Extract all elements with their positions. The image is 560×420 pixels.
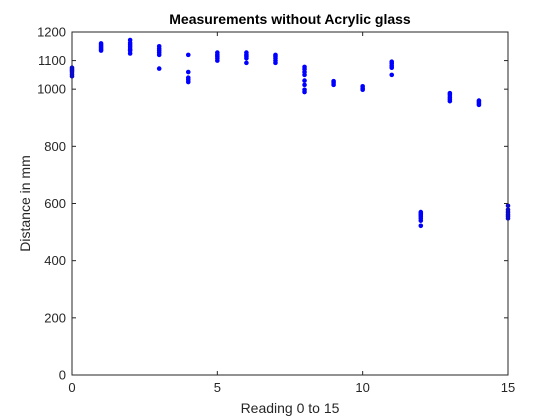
data-points [69,37,511,229]
data-point [418,223,424,229]
y-tick-label: 0 [59,368,66,383]
x-tick-label: 0 [68,380,75,395]
y-tick-label: 400 [44,253,66,268]
data-point [185,75,191,81]
data-point [244,50,249,55]
data-point [98,41,104,46]
y-tick-label: 1000 [37,82,66,97]
data-point [156,43,162,49]
data-point [302,87,307,93]
y-tick-label: 1100 [38,53,66,68]
data-point [360,84,365,89]
data-point [244,60,249,66]
data-point [215,50,220,55]
y-tick-label: 200 [44,310,66,325]
data-point [302,64,307,70]
data-point [418,209,424,215]
y-tick-label: 1200 [37,25,66,40]
data-point [156,66,162,71]
y-axis-label: Distance in mm [17,155,33,251]
data-point [185,69,191,75]
plot-area [72,32,508,375]
chart-title: Measurements without Acrylic glass [169,11,411,27]
x-axis-label: Reading 0 to 15 [241,400,340,416]
x-tick-label: 5 [214,380,221,395]
data-point [273,52,278,58]
data-point [302,78,307,83]
data-point [331,78,336,84]
data-point [389,72,395,78]
data-point [447,90,453,96]
x-tick-label: 15 [501,380,515,395]
data-point [127,37,133,43]
data-point [302,82,307,88]
data-point [476,98,482,103]
y-tick-label: 800 [44,139,66,154]
x-tick-label: 10 [355,380,369,395]
data-point [185,52,191,58]
data-point [389,59,395,65]
axis-ticks: 0 5 10 15 0 200 400 600 800 1000 1100 1200 [37,25,515,396]
y-tick-label: 600 [44,196,66,211]
